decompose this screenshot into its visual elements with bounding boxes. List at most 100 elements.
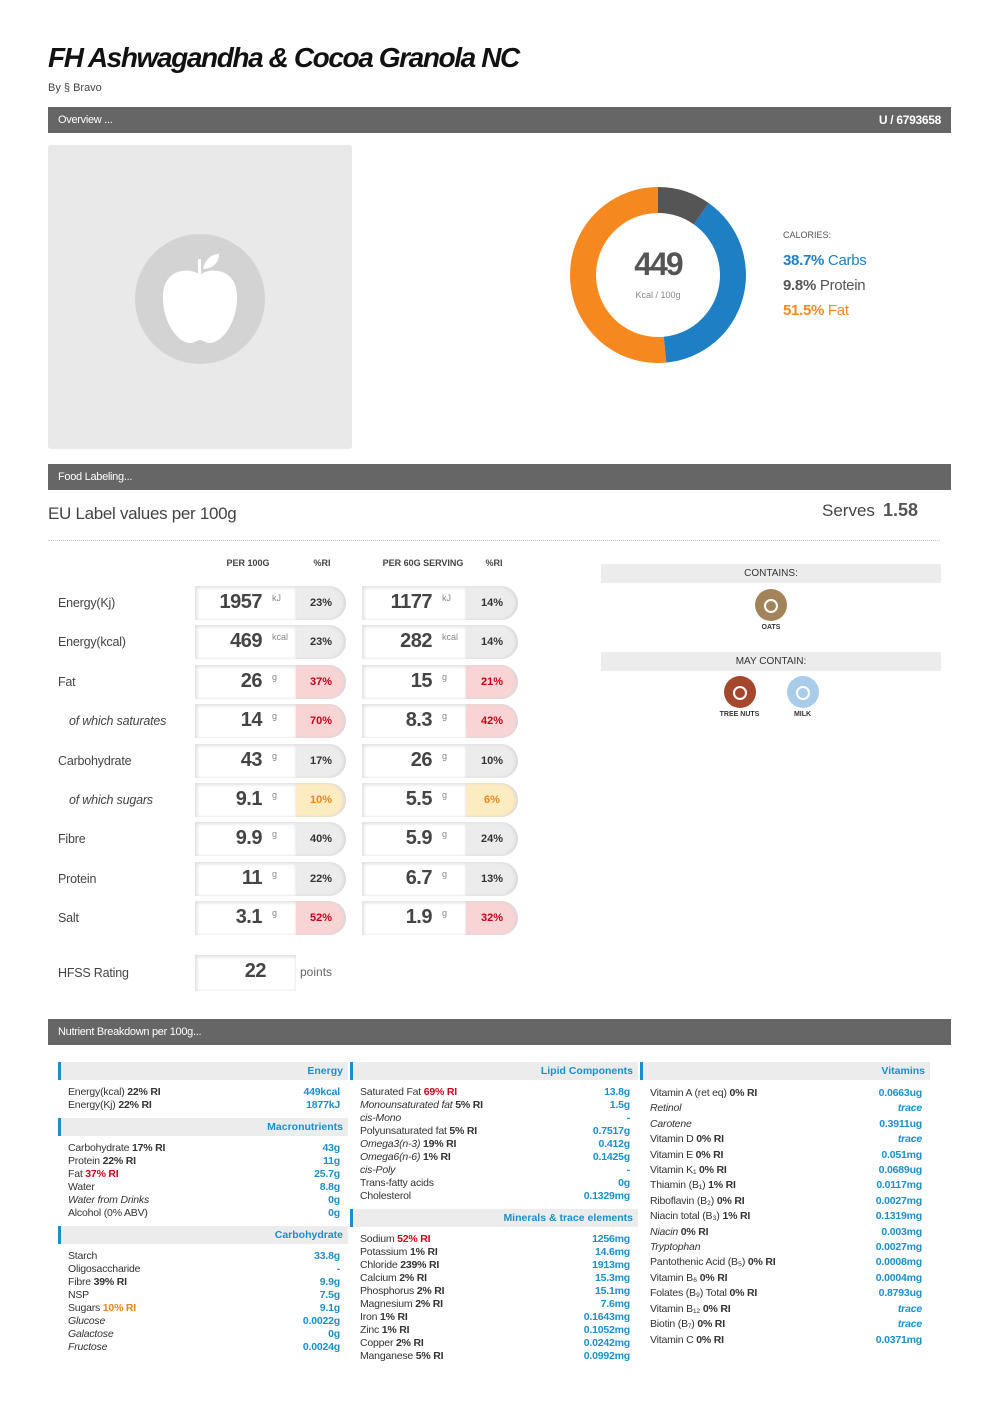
ri-cell: 24% (466, 822, 518, 857)
nutrient-name-wrap: Manganese 5% RI (360, 1350, 444, 1363)
nutrient-name: Vitamin C (650, 1333, 694, 1346)
nutrient-value: 0.1643mg (583, 1311, 630, 1323)
row-label: Fat (58, 674, 76, 689)
nutrient-ri: 37% RI (85, 1168, 119, 1180)
ri-cell: 13% (466, 861, 518, 896)
nutrient-name: Potassium (360, 1246, 408, 1258)
nutrient-name: Energy(Kj) (68, 1099, 116, 1111)
nutrient-value: 0g (328, 1207, 340, 1219)
nutrient-name-wrap: cis-Poly (360, 1164, 395, 1177)
value-cell: 43 g (195, 743, 296, 778)
nutrient-name: Thiamin (B₁) (650, 1179, 706, 1192)
allergen-label: MILK (793, 711, 812, 718)
nutrient-ri: 1% RI (409, 1246, 438, 1258)
nutrient-ri: 0% RI (696, 1333, 724, 1346)
value: 5.9 (405, 827, 433, 850)
value-cell: 282 kcal (362, 625, 466, 660)
group: Energy Energy(kcal) 22% RI 449kcal Energy(K… (58, 1062, 348, 1112)
unit: g (272, 868, 278, 879)
nutrient-ri: 0% RI (680, 1225, 709, 1238)
unit: kJ (442, 593, 451, 603)
nutrient-row: Fibre 39% RI 9.9g (58, 1276, 348, 1289)
unit: g (442, 671, 448, 682)
image-placeholder (48, 145, 352, 449)
label-table: PER 100G %RI PER 60G SERVING %RI Energy(Kj) 1… (48, 555, 528, 1000)
nutrient-name: cis-Poly (360, 1164, 396, 1176)
legend-item: 9.8% Protein (783, 273, 866, 298)
group-header: Minerals & trace elements (350, 1209, 638, 1227)
legend-item: 38.7% Carbs (783, 248, 867, 273)
ri-cell: 17% (296, 743, 346, 778)
value: 6.7 (405, 866, 433, 889)
nutrient-row: Biotin (B₇) 0% RI trace (640, 1317, 930, 1332)
nutrient-name-wrap: Vitamin D 0% RI (650, 1132, 724, 1147)
nutrient-value: 0.0008mg (875, 1256, 922, 1269)
nutrient-name-wrap: Vitamin B₁₂ 0% RI (650, 1302, 731, 1317)
nutrient-ri: 17% RI (131, 1142, 166, 1154)
nutrient-row: cis-Mono - (350, 1112, 638, 1125)
row-label: of which saturates (69, 714, 167, 729)
nutrient-name: Vitamin B₆ (650, 1271, 697, 1284)
nutrient-name-wrap: Vitamin B₆ 0% RI (650, 1271, 727, 1286)
ri-cell: 32% (466, 901, 518, 936)
column-header: %RI (313, 558, 331, 568)
value: 11 (241, 866, 263, 889)
nutrient-name: Chloride (360, 1259, 398, 1271)
value: 1.9 (405, 906, 433, 929)
nutrient-value: 0.0992mg (583, 1350, 630, 1362)
nutrient-name-wrap: Zinc 1% RI (360, 1324, 410, 1337)
nutrient-name-wrap: Magnesium 2% RI (360, 1298, 443, 1311)
allergen-circle (723, 676, 756, 708)
value-cell: 3.1 g (195, 901, 296, 936)
nutrient-ri: 0% RI (695, 1148, 724, 1161)
nutrient-name-wrap: Copper 2% RI (360, 1337, 424, 1350)
nutrient-value: 0.0004mg (875, 1271, 922, 1284)
nutrient-value: trace (897, 1302, 922, 1315)
nutrient-name: Vitamin K₁ (650, 1164, 697, 1177)
group: Minerals & trace elements Sodium 52% RI 12… (350, 1209, 638, 1363)
divider (48, 540, 940, 541)
nutrient-name-wrap: Sodium 52% RI (360, 1233, 431, 1246)
nutrient-row: Vitamin D 0% RI trace (640, 1132, 930, 1147)
nutrient-value: 0.1052mg (583, 1324, 630, 1336)
nutrient-name-wrap: Vitamin C 0% RI (650, 1333, 724, 1348)
nutrient-ri: 5% RI (455, 1099, 483, 1111)
nutrient-ri: 0% RI (699, 1164, 727, 1177)
nutrient-name-wrap: Riboflavin (B₂) 0% RI (650, 1194, 745, 1209)
nutrient-name-wrap: Omega3(n-3) 19% RI (360, 1138, 456, 1151)
nutrient-ri: 0% RI (699, 1271, 728, 1284)
nutrient-ri: 22% RI (127, 1086, 161, 1098)
value: 5.5 (405, 788, 433, 810)
breakdown-column: Vitamins Vitamin A (ret eq) 0% RI 0.0663ug… (640, 1062, 930, 1369)
value-cell: 14 g (195, 704, 296, 739)
ri-cell: 37% (296, 664, 346, 699)
nutrient-value: 0.412g (598, 1138, 631, 1150)
nutrient-ri: 0% RI (702, 1302, 731, 1315)
nutrient-name-wrap: Carotene (650, 1117, 692, 1132)
nutrient-row: Water from Drinks 0g (58, 1194, 348, 1207)
nutrient-ri: 22% RI (118, 1099, 152, 1111)
nutrient-value: 0.3911ug (879, 1117, 922, 1130)
nutrient-row: Water 8.8g (58, 1181, 348, 1194)
nutrient-name-wrap: Saturated Fat 69% RI (360, 1086, 457, 1099)
nutrient-value: 0.8793ug (878, 1287, 923, 1300)
nutrient-name-wrap: Carbohydrate 17% RI (68, 1142, 165, 1155)
nutrient-row: Vitamin B₁₂ 0% RI trace (640, 1302, 930, 1317)
nutrient-ri: 5% RI (415, 1350, 444, 1362)
nutrient-value: 0.051mg (881, 1148, 922, 1161)
unit: g (272, 829, 278, 840)
nutrient-name: Copper (360, 1337, 394, 1349)
nutrient-name: Zinc (360, 1324, 380, 1336)
nutrient-name-wrap: Folates (B₉) Total 0% RI (650, 1286, 757, 1301)
calorie-unit: Kcal / 100g (635, 290, 680, 300)
ri-cell: 14% (466, 586, 518, 620)
nutrient-name: Vitamin B₁₂ (650, 1302, 701, 1315)
unit: kcal (442, 632, 459, 643)
nutrient-ri: 2% RI (416, 1285, 445, 1297)
nutrient-name-wrap: Niacin total (B₃) 1% RI (650, 1209, 750, 1224)
value-cell: 15 g (362, 664, 466, 699)
ri-cell: 10% (296, 783, 346, 817)
column-header: %RI (485, 558, 503, 568)
nutrient-name: Iron (360, 1311, 378, 1323)
nutrient-row: Thiamin (B₁) 1% RI 0.0117mg (640, 1178, 930, 1193)
